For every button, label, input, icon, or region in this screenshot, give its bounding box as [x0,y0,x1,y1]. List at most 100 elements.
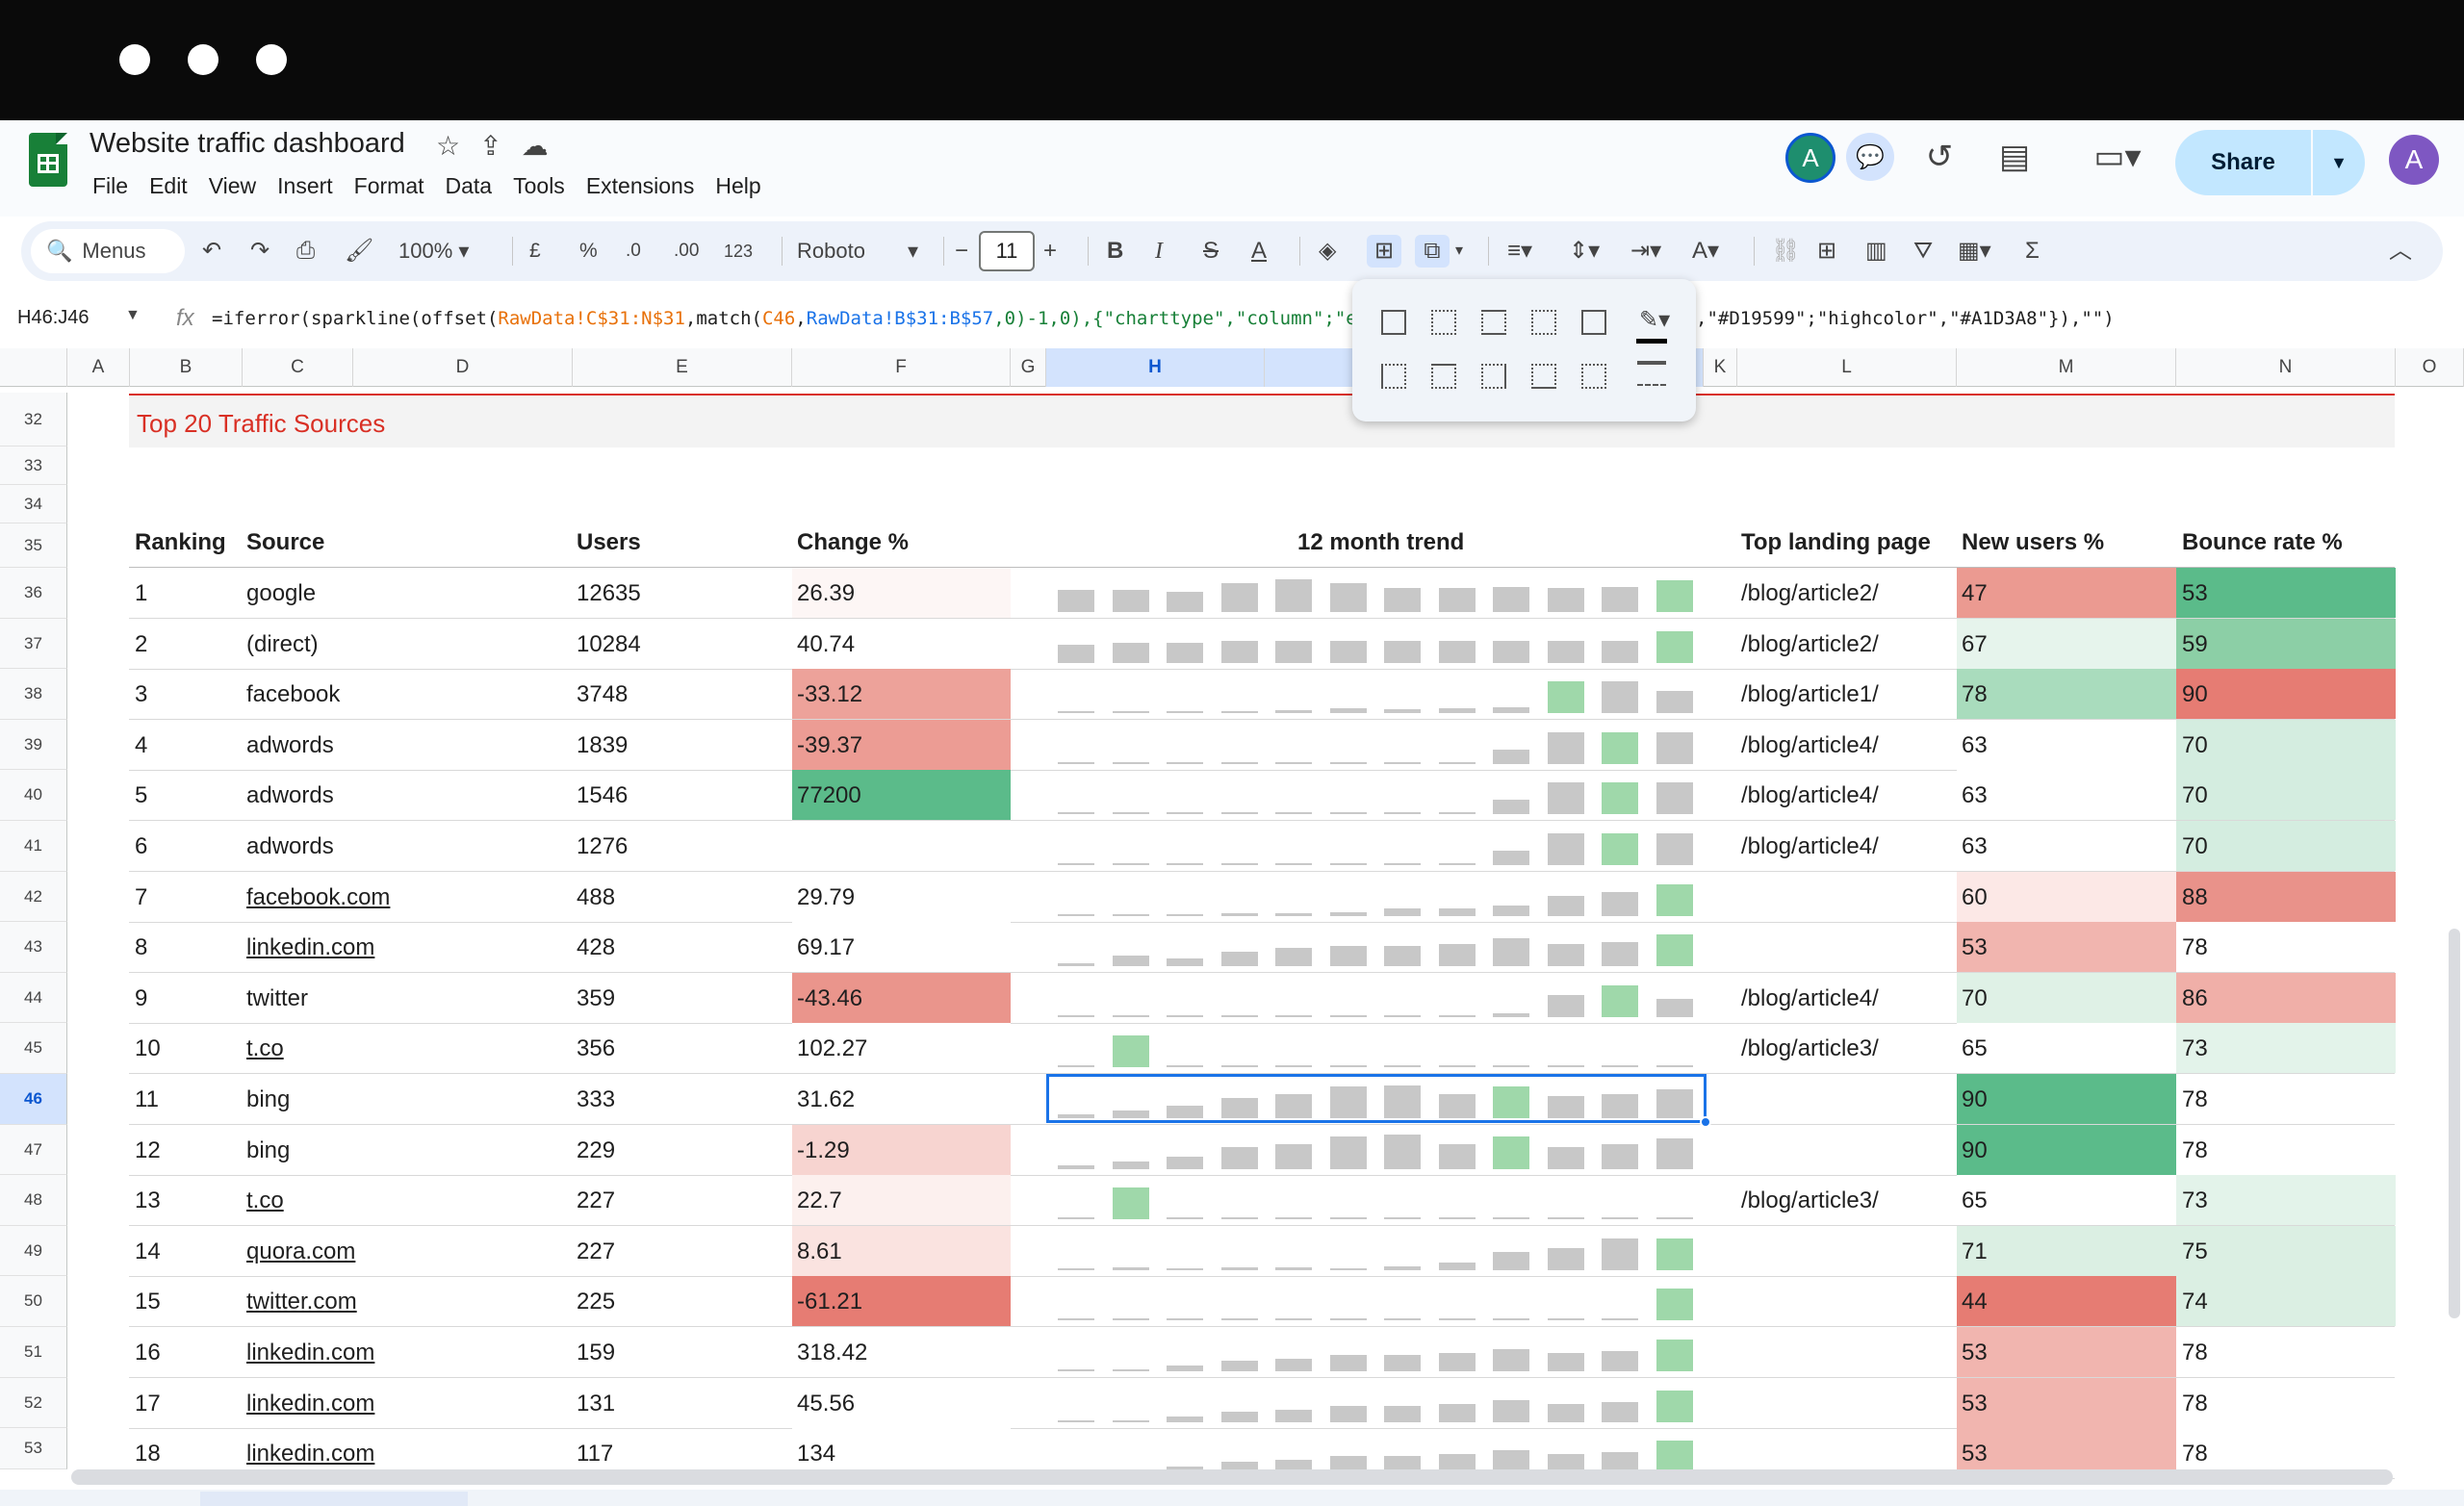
source-cell[interactable]: adwords [246,833,334,859]
column-header[interactable]: D [353,348,573,387]
source-cell[interactable]: quora.com [246,1238,356,1264]
border-inner-icon[interactable] [1431,310,1456,335]
rank-cell[interactable]: 13 [135,1187,161,1214]
users-cell[interactable]: 1546 [577,782,629,809]
currency-button[interactable]: £ [529,240,541,262]
users-cell[interactable]: 12635 [577,580,641,606]
header-users[interactable]: Users [577,529,641,555]
redo-icon[interactable]: ↷ [250,238,270,264]
row-header[interactable]: 45 [0,1023,67,1074]
collaborator-avatar[interactable]: A [1785,133,1835,183]
rank-cell[interactable]: 15 [135,1289,161,1315]
new-users-cell[interactable]: 53 [1962,1390,1988,1417]
strikethrough-button[interactable]: S [1203,238,1219,264]
source-cell[interactable]: bing [246,1086,291,1112]
cloud-status-icon[interactable]: ☁ [521,131,549,161]
rank-cell[interactable]: 4 [135,731,148,758]
landing-cell[interactable]: /blog/article3/ [1741,1187,1879,1214]
new-users-cell[interactable]: 60 [1962,883,1988,910]
bounce-cell[interactable]: 78 [2182,1441,2208,1468]
change-cell[interactable]: 134 [797,1441,836,1468]
source-cell[interactable]: linkedin.com [246,1390,375,1417]
number-format-button[interactable]: 123 [724,242,754,261]
vertical-scrollbar[interactable] [2449,929,2460,1318]
filter-icon[interactable]: ⛛ [1913,238,1934,264]
text-wrap-icon[interactable]: ⇥▾ [1630,238,1662,264]
new-users-cell[interactable]: 63 [1962,731,1988,758]
rank-cell[interactable]: 7 [135,883,148,910]
header-bounce[interactable]: Bounce rate % [2182,529,2343,555]
row-header[interactable]: 46 [0,1074,67,1125]
border-top-icon[interactable] [1431,364,1456,389]
row-header[interactable]: 34 [0,485,67,523]
row-header[interactable]: 32 [0,393,67,447]
merge-dropdown-icon[interactable]: ▾ [1455,242,1464,259]
border-bottom-icon[interactable] [1531,364,1556,389]
move-to-drive-icon[interactable]: ⇪ [479,131,502,161]
formula-input-tail[interactable]: ,"#D19599";"highcolor","#A1D3A8"}),"") [1696,308,2115,329]
landing-cell[interactable]: /blog/article4/ [1741,782,1879,809]
bounce-cell[interactable]: 90 [2182,681,2208,708]
history-icon[interactable]: ↺ [1925,139,1954,175]
change-cell[interactable]: 22.7 [797,1187,842,1214]
source-cell[interactable]: twitter [246,984,309,1011]
source-cell[interactable]: adwords [246,731,334,758]
users-cell[interactable]: 227 [577,1238,616,1264]
selected-range[interactable] [1046,1074,1707,1123]
merge-cells-icon[interactable]: ⧉ [1415,235,1450,268]
users-cell[interactable]: 3748 [577,681,629,708]
chat-icon[interactable]: 💬 [1846,133,1894,181]
column-header[interactable]: A [67,348,130,387]
bounce-cell[interactable]: 70 [2182,833,2208,859]
change-cell[interactable]: 29.79 [797,883,856,910]
change-cell[interactable]: 31.62 [797,1086,856,1112]
bounce-cell[interactable]: 88 [2182,883,2208,910]
column-header[interactable]: N [2176,348,2396,387]
menu-help[interactable]: Help [715,173,761,198]
text-color-button[interactable]: A [1251,238,1268,264]
formula-input[interactable]: =iferror(sparkline(offset(RawData!C$31:N… [212,308,1368,329]
change-cell[interactable]: 26.39 [797,580,856,606]
landing-cell[interactable]: /blog/article2/ [1741,630,1879,657]
bounce-cell[interactable]: 70 [2182,731,2208,758]
row-header[interactable]: 52 [0,1377,67,1429]
filter-views-icon[interactable]: ▦▾ [1958,238,1991,264]
landing-cell[interactable]: /blog/article4/ [1741,833,1879,859]
source-cell[interactable]: bing [246,1136,291,1163]
rank-cell[interactable]: 1 [135,580,148,606]
new-users-cell[interactable]: 90 [1962,1086,1988,1112]
change-cell[interactable]: 69.17 [797,934,856,961]
column-header[interactable]: H [1046,348,1265,387]
rank-cell[interactable]: 8 [135,934,148,961]
name-box[interactable]: H46:J46 [17,307,90,328]
rank-cell[interactable]: 6 [135,833,148,859]
header-landing[interactable]: Top landing page [1741,529,1931,555]
rank-cell[interactable]: 14 [135,1238,161,1264]
new-users-cell[interactable]: 53 [1962,934,1988,961]
users-cell[interactable]: 227 [577,1187,616,1214]
rank-cell[interactable]: 2 [135,630,148,657]
border-horizontal-icon[interactable] [1481,310,1506,335]
bounce-cell[interactable]: 78 [2182,1340,2208,1366]
new-users-cell[interactable]: 63 [1962,782,1988,809]
fill-color-icon[interactable]: ◈ [1319,238,1337,264]
zoom-select[interactable]: 100% ▾ [398,239,470,263]
decrease-decimal-button[interactable]: .0 [626,241,641,261]
bounce-cell[interactable]: 53 [2182,580,2208,606]
new-users-cell[interactable]: 67 [1962,630,1988,657]
paint-format-icon[interactable]: 🖌 [345,238,374,264]
bounce-cell[interactable]: 75 [2182,1238,2208,1264]
font-select[interactable]: Roboto ▾ [797,239,918,263]
new-users-cell[interactable]: 65 [1962,1187,1988,1214]
row-header[interactable]: 50 [0,1276,67,1327]
rank-cell[interactable]: 12 [135,1136,161,1163]
percent-button[interactable]: % [579,240,598,262]
row-header[interactable]: 43 [0,922,67,973]
change-cell[interactable]: 45.56 [797,1390,856,1417]
menu-format[interactable]: Format [353,173,424,198]
rank-cell[interactable]: 16 [135,1340,161,1366]
menu-insert[interactable]: Insert [277,173,333,198]
document-title[interactable]: Website traffic dashboard [90,128,405,159]
fill-handle[interactable] [1700,1116,1711,1128]
font-size-increase-icon[interactable]: + [1043,238,1058,264]
